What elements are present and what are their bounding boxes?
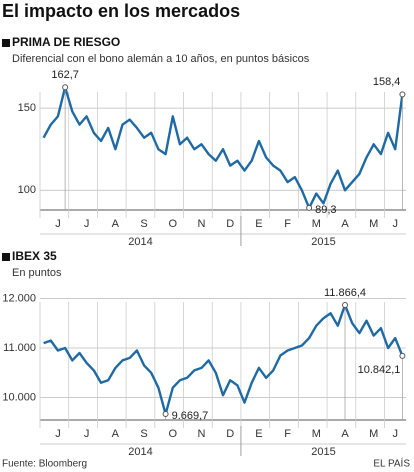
page-title: El impacto en los mercados	[2, 1, 240, 21]
section-title: IBEX 35	[12, 249, 57, 263]
section-marker	[2, 39, 10, 47]
y-tick-label: 12.000	[2, 292, 36, 304]
section-subtitle: Diferencial con el bono alemán a 10 años…	[12, 53, 310, 65]
point-marker	[399, 91, 406, 98]
year-label: 2014	[128, 236, 152, 248]
y-tick-label: 150	[18, 102, 36, 114]
year-label: 2014	[128, 446, 152, 458]
x-tick-label: N	[197, 428, 205, 440]
credit: EL PAÍS	[373, 457, 410, 470]
line	[43, 303, 404, 416]
x-tick-label: M	[312, 428, 321, 440]
y-tick-label: 10.000	[2, 392, 36, 404]
x-tick-label: S	[140, 428, 147, 440]
x-tick-label: D	[226, 218, 234, 230]
x-tick-label: E	[255, 428, 262, 440]
x-tick-label: A	[112, 428, 120, 440]
x-tick-label: A	[341, 218, 349, 230]
x-tick-label: E	[255, 218, 262, 230]
x-tick-label: M	[369, 218, 378, 230]
value-label: 162,7	[51, 69, 79, 81]
x-tick-label: A	[112, 218, 120, 230]
x-tick-label: A	[341, 428, 349, 440]
x-tick-label: O	[168, 218, 177, 230]
x-tick-label: M	[369, 428, 378, 440]
x-tick-label: F	[284, 218, 291, 230]
value-label: 9.669,7	[172, 410, 209, 422]
x-tick-label: F	[284, 428, 291, 440]
x-tick-label: J	[392, 218, 398, 230]
line	[42, 86, 404, 210]
point-marker	[342, 302, 348, 309]
year-label: 2015	[311, 446, 335, 458]
value-label: 10.842,1	[358, 364, 401, 376]
x-tick-label: J	[55, 428, 61, 440]
x-tick-label: J	[392, 428, 398, 440]
section-marker	[2, 253, 10, 261]
value-label: 89,3	[315, 204, 336, 216]
source: Fuente: Bloomberg	[2, 459, 87, 470]
section-subtitle: En puntos	[12, 267, 62, 279]
value-label: 158,4	[373, 76, 401, 88]
x-tick-label: N	[197, 218, 205, 230]
year-label: 2015	[311, 236, 335, 248]
point-marker	[306, 204, 313, 211]
x-tick-label: M	[312, 218, 321, 230]
value-label: 11.866,4	[324, 287, 366, 299]
y-tick-label: 11.000	[3, 342, 36, 354]
point-marker	[399, 352, 406, 359]
point-marker	[62, 84, 69, 91]
x-tick-label: S	[140, 218, 147, 230]
x-tick-label: J	[84, 218, 90, 230]
x-tick-label: O	[168, 428, 177, 440]
section-title: PRIMA DE RIESGO	[12, 35, 120, 49]
y-tick-label: 100	[18, 184, 36, 196]
x-tick-label: D	[226, 428, 234, 440]
x-tick-label: J	[84, 428, 90, 440]
point-marker	[162, 411, 169, 418]
x-tick-label: J	[55, 218, 61, 230]
